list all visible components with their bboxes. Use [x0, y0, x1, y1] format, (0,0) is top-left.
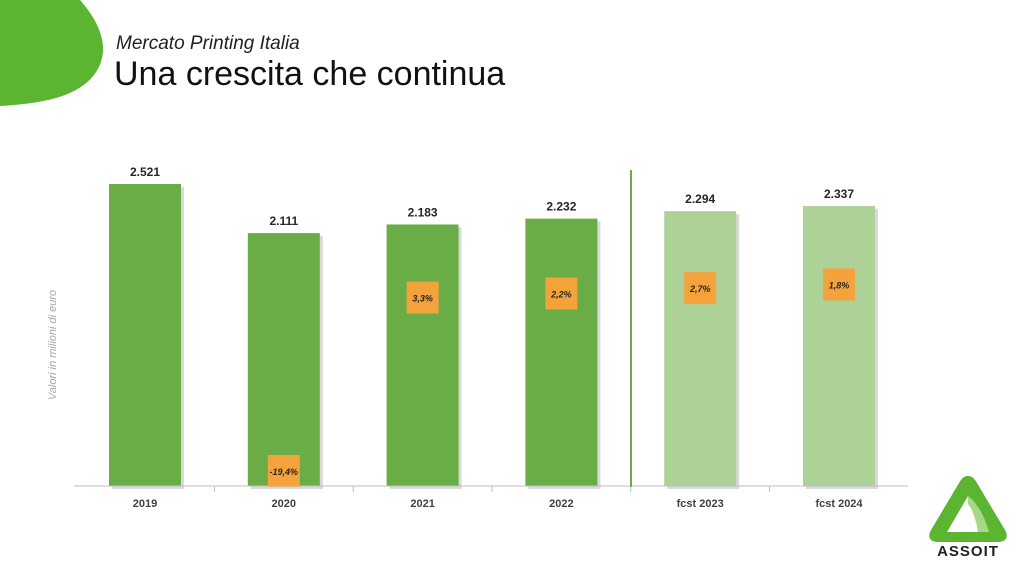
assoit-logo [929, 476, 1007, 542]
growth-box [823, 268, 855, 301]
bar-value-label: 2.294 [685, 192, 715, 206]
bar-value-label: 2.337 [824, 187, 854, 201]
x-tick-label: 2019 [133, 498, 157, 510]
page-subtitle: Mercato Printing Italia [116, 33, 300, 54]
bar-value-label: 2.232 [546, 200, 576, 214]
bar-fcst-2023 [664, 211, 737, 486]
bar-2020 [247, 233, 320, 486]
growth-box [684, 272, 717, 305]
bar-value-label: 2.111 [269, 214, 298, 228]
bar-2019 [109, 184, 181, 486]
page-title: Una crescita che continua [114, 55, 506, 93]
y-axis-label: Valori in milioni di euro [47, 290, 59, 400]
growth-rate-label: 2,7% [689, 284, 711, 294]
growth-box [545, 277, 578, 310]
logo-text: ASSOIT [937, 543, 999, 560]
bar-value-label: 2.183 [408, 205, 438, 219]
growth-box [406, 281, 439, 314]
x-tick-label: fcst 2024 [815, 498, 863, 510]
corner-swoosh-decoration [0, 0, 104, 106]
growth-rate-label: 2,2% [550, 289, 572, 299]
x-tick-label: fcst 2023 [677, 498, 724, 510]
x-tick-label: 2020 [272, 498, 296, 510]
bar-2021 [386, 224, 459, 486]
bar-value-label: 2.521 [130, 165, 160, 179]
growth-rate-label: 1,8% [829, 280, 850, 290]
x-tick-label: 2022 [549, 498, 573, 510]
x-tick-label: 2021 [410, 498, 434, 510]
growth-box [267, 455, 300, 487]
bar-fcst-2024 [803, 206, 875, 486]
growth-rate-label: -19,4% [270, 467, 299, 477]
bar-2022 [525, 218, 598, 486]
growth-rate-label: 3,3% [412, 294, 433, 304]
